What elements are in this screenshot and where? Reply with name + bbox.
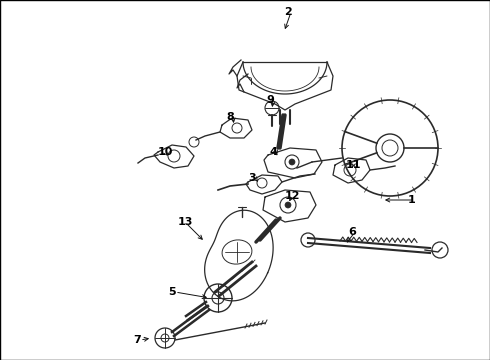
- Text: 12: 12: [285, 191, 300, 201]
- Text: 7: 7: [133, 335, 141, 345]
- Text: 5: 5: [168, 287, 175, 297]
- Text: 1: 1: [408, 195, 416, 205]
- Text: 3: 3: [248, 173, 256, 183]
- Text: 10: 10: [158, 147, 173, 157]
- Text: 4: 4: [269, 147, 277, 157]
- Circle shape: [285, 202, 291, 208]
- Text: 13: 13: [178, 217, 194, 227]
- Text: 9: 9: [266, 95, 274, 105]
- Circle shape: [289, 159, 295, 165]
- Text: 8: 8: [226, 112, 234, 122]
- Text: 11: 11: [346, 160, 362, 170]
- Text: 2: 2: [284, 7, 292, 17]
- Text: 6: 6: [348, 227, 356, 237]
